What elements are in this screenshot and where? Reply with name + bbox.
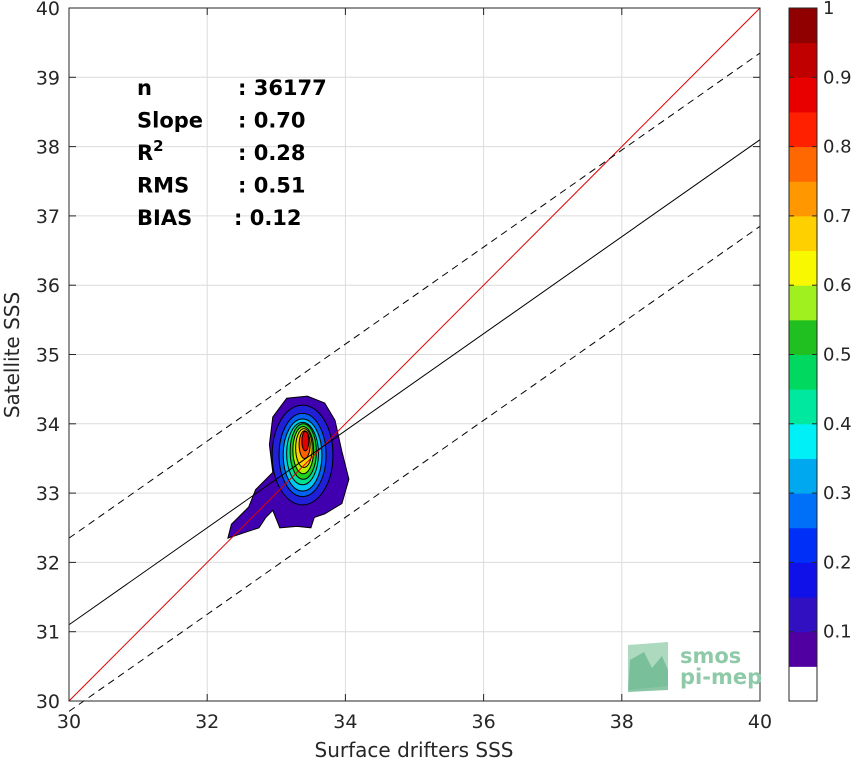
colorbar-tick-label: 1	[823, 0, 834, 19]
y-tick-label: 31	[36, 622, 60, 644]
colorbar-band	[789, 423, 817, 459]
colorbar-band	[789, 458, 817, 494]
y-tick-label: 33	[36, 483, 60, 505]
stats-annotation: n : 36177 Slope : 0.70 R2 : 0.28 RMS : 0.51 BIAS…	[137, 76, 327, 230]
colorbar-band	[789, 42, 817, 78]
stat-value: : 0.12	[234, 206, 302, 230]
y-tick-label: 32	[36, 552, 60, 574]
stat-value: : 0.70	[238, 109, 306, 133]
y-axis-label: Satellite SSS	[0, 292, 24, 418]
colorbar-band	[789, 319, 817, 355]
y-tick-label: 37	[36, 206, 60, 228]
colorbar-band	[789, 597, 817, 633]
colorbar-band	[789, 215, 817, 252]
colorbar-band	[789, 389, 817, 425]
logo-wave-icon	[628, 652, 668, 692]
y-tick-label: 40	[36, 0, 60, 20]
colorbar-tick-label: 0.3	[823, 483, 852, 504]
colorbar-band	[789, 285, 817, 321]
density-level-0.9	[301, 430, 310, 452]
colorbar: 0.1 0.2 0.3 0.4 0.5 0.6 0.7 0.8 0.9 1	[788, 0, 852, 702]
x-tick-label: 32	[195, 711, 219, 733]
axis-ticks: 30 32 34 36 38 40 30 31 32 33 34 35 36 37 38 39 40	[36, 0, 772, 733]
stat-value: : 36177	[238, 76, 327, 100]
colorbar-tick-label: 0.7	[823, 206, 852, 227]
y-tick-label: 30	[36, 691, 60, 713]
colorbar-band	[789, 527, 817, 563]
colorbar-band	[789, 493, 817, 529]
stat-value: : 0.28	[238, 141, 306, 165]
colorbar-band	[789, 631, 817, 667]
smos-pi-mep-logo: smos pi-mep	[628, 642, 762, 692]
x-tick-label: 38	[610, 711, 634, 733]
colorbar-tick-label: 0.6	[823, 275, 852, 296]
colorbar-band	[789, 146, 817, 182]
y-tick-label: 36	[36, 275, 60, 297]
x-tick-label: 40	[748, 711, 772, 733]
colorbar-tick-label: 0.8	[823, 137, 852, 158]
y-tick-label: 38	[36, 137, 60, 159]
colorbar-tick-label: 0.1	[823, 622, 852, 643]
y-tick-label: 39	[36, 67, 60, 89]
reference-lines	[68, 7, 761, 712]
colorbar-band	[789, 181, 817, 217]
stat-label: n	[137, 76, 152, 100]
colorbar-band	[789, 354, 817, 390]
logo-line1: smos	[680, 644, 741, 668]
upper-bound-line	[68, 52, 761, 539]
density-contours	[227, 395, 350, 539]
colorbar-band	[789, 666, 817, 702]
lower-bound-line	[68, 225, 761, 712]
x-tick-label: 30	[57, 711, 81, 733]
stat-label: BIAS	[137, 206, 192, 230]
colorbar-band	[789, 8, 817, 44]
x-tick-label: 36	[472, 711, 496, 733]
y-tick-label: 34	[36, 414, 60, 436]
colorbar-tick-label: 0.5	[823, 345, 852, 366]
colorbar-band	[789, 111, 817, 148]
stat-value: : 0.51	[238, 174, 306, 198]
regression-line	[68, 139, 761, 626]
stat-label: Slope	[137, 109, 203, 133]
identity-line	[68, 7, 761, 702]
x-axis-label: Surface drifters SSS	[315, 738, 514, 762]
colorbar-tick-label: 0.4	[823, 414, 852, 435]
colorbar-band	[789, 77, 817, 113]
colorbar-band	[789, 562, 817, 598]
colorbar-tick-label: 0.2	[823, 552, 852, 573]
stat-label: R2	[137, 137, 164, 165]
stat-label: RMS	[137, 174, 189, 198]
colorbar-tick-label: 0.9	[823, 67, 852, 88]
logo-line2: pi-mep	[680, 665, 762, 689]
y-tick-label: 35	[36, 345, 60, 367]
x-tick-label: 34	[333, 711, 357, 733]
colorbar-band	[789, 250, 817, 286]
